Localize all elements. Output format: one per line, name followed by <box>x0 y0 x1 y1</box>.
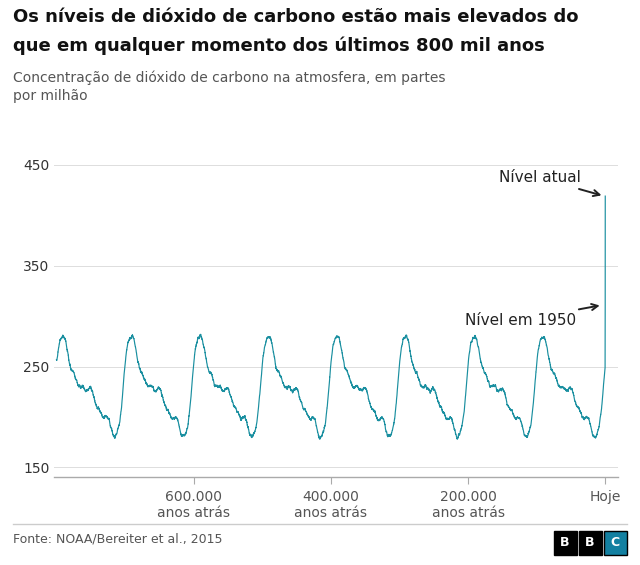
Text: por milhão: por milhão <box>13 89 88 103</box>
Text: Os níveis de dióxido de carbono estão mais elevados do: Os níveis de dióxido de carbono estão ma… <box>13 8 579 27</box>
Text: Nível em 1950: Nível em 1950 <box>465 304 598 328</box>
Text: que em qualquer momento dos últimos 800 mil anos: que em qualquer momento dos últimos 800 … <box>13 37 545 55</box>
Text: C: C <box>611 536 620 550</box>
Text: Concentração de dióxido de carbono na atmosfera, em partes: Concentração de dióxido de carbono na at… <box>13 71 445 85</box>
Text: B: B <box>561 536 570 550</box>
Text: Fonte: NOAA/Bereiter et al., 2015: Fonte: NOAA/Bereiter et al., 2015 <box>13 532 222 545</box>
Text: Nível atual: Nível atual <box>499 171 600 196</box>
Text: B: B <box>586 536 595 550</box>
